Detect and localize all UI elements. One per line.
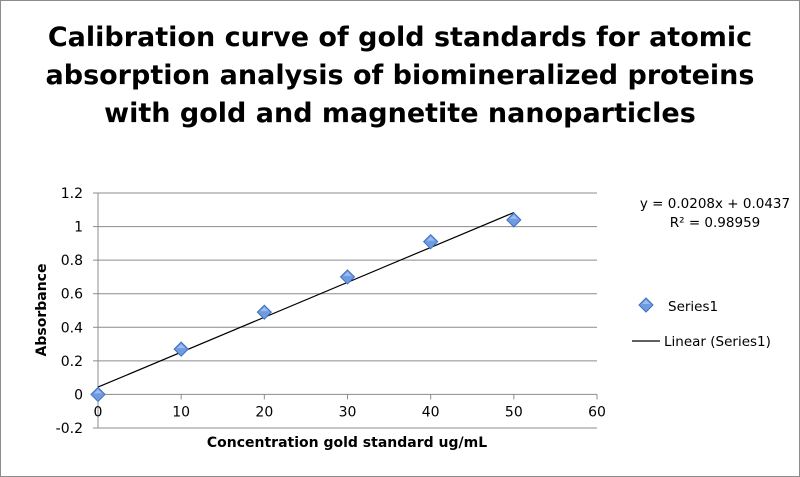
gridlines — [98, 192, 597, 429]
data-point-5-shape — [506, 212, 522, 228]
legend-trendline-label: Linear (Series1) — [664, 334, 771, 350]
legend-diamond-highlight — [642, 300, 650, 304]
data-point-1 — [173, 341, 189, 357]
data-point-5 — [506, 212, 522, 228]
y-tick-label-3: 0.4 — [61, 320, 83, 336]
y-tick-label-2: 0.2 — [61, 354, 83, 370]
legend-series1-label: Series1 — [668, 299, 718, 315]
x-tick-label-6: 60 — [588, 404, 606, 420]
data-point-0-shape — [90, 386, 106, 403]
data-points — [90, 212, 522, 403]
x-tick-label-5: 50 — [505, 404, 523, 420]
trendline — [97, 211, 515, 388]
data-point-4 — [422, 233, 439, 250]
data-point-3-highlight — [343, 271, 352, 276]
data-point-4-highlight — [426, 236, 435, 241]
trendline-equation: y = 0.0208x + 0.0437 — [640, 196, 790, 212]
axes — [93, 192, 598, 429]
x-axis-title: Concentration gold standard ug/mL — [207, 435, 487, 451]
data-point-0-highlight — [94, 389, 102, 394]
chart-title-line-1: Calibration curve of gold standards for … — [47, 22, 753, 53]
data-point-5-highlight — [509, 214, 518, 219]
data-point-2 — [256, 304, 273, 320]
data-point-1-shape — [173, 341, 189, 357]
x-tick-label-3: 30 — [339, 404, 357, 420]
y-tick-label-6: 1 — [74, 220, 83, 236]
data-point-2-highlight — [260, 307, 269, 312]
y-tick-label-4: 0.6 — [61, 287, 83, 303]
data-point-0 — [90, 386, 106, 403]
y-tick-labels: -0.2 0 0.2 0.4 0.6 0.8 1 1.2 — [56, 186, 83, 437]
x-tick-label-1: 10 — [172, 404, 190, 420]
chart-title-line-2: absorption analysis of biomineralized pr… — [45, 60, 755, 91]
legend-series1-marker — [638, 297, 654, 313]
y-tick-label-1: 0 — [74, 387, 83, 403]
chart-title: Calibration curve of gold standards for … — [1, 19, 799, 133]
data-point-4-shape — [422, 233, 439, 250]
y-tick-label-0: -0.2 — [56, 421, 83, 437]
chart-title-line-3: with gold and magnetite nanoparticles — [104, 98, 696, 129]
y-tick-label-5: 0.8 — [61, 253, 83, 269]
x-tick-label-0: 0 — [94, 404, 103, 420]
data-point-3 — [339, 269, 356, 285]
x-tick-labels: 0 10 20 30 40 50 60 — [94, 404, 606, 420]
data-point-1-highlight — [177, 344, 186, 349]
y-tick-label-7: 1.2 — [61, 186, 83, 202]
y-axis-title: Absorbance — [34, 264, 50, 357]
legend-diamond-shape — [638, 297, 654, 313]
trendline-r-squared: R² = 0.98959 — [670, 215, 761, 231]
trendline-group — [97, 211, 515, 388]
legend: Series1 Linear (Series1) — [632, 297, 771, 350]
data-point-3-shape — [339, 269, 356, 285]
legend-diamond — [638, 297, 654, 313]
data-point-2-shape — [256, 304, 273, 320]
x-tick-label-2: 20 — [255, 404, 273, 420]
x-tick-label-4: 40 — [422, 404, 440, 420]
